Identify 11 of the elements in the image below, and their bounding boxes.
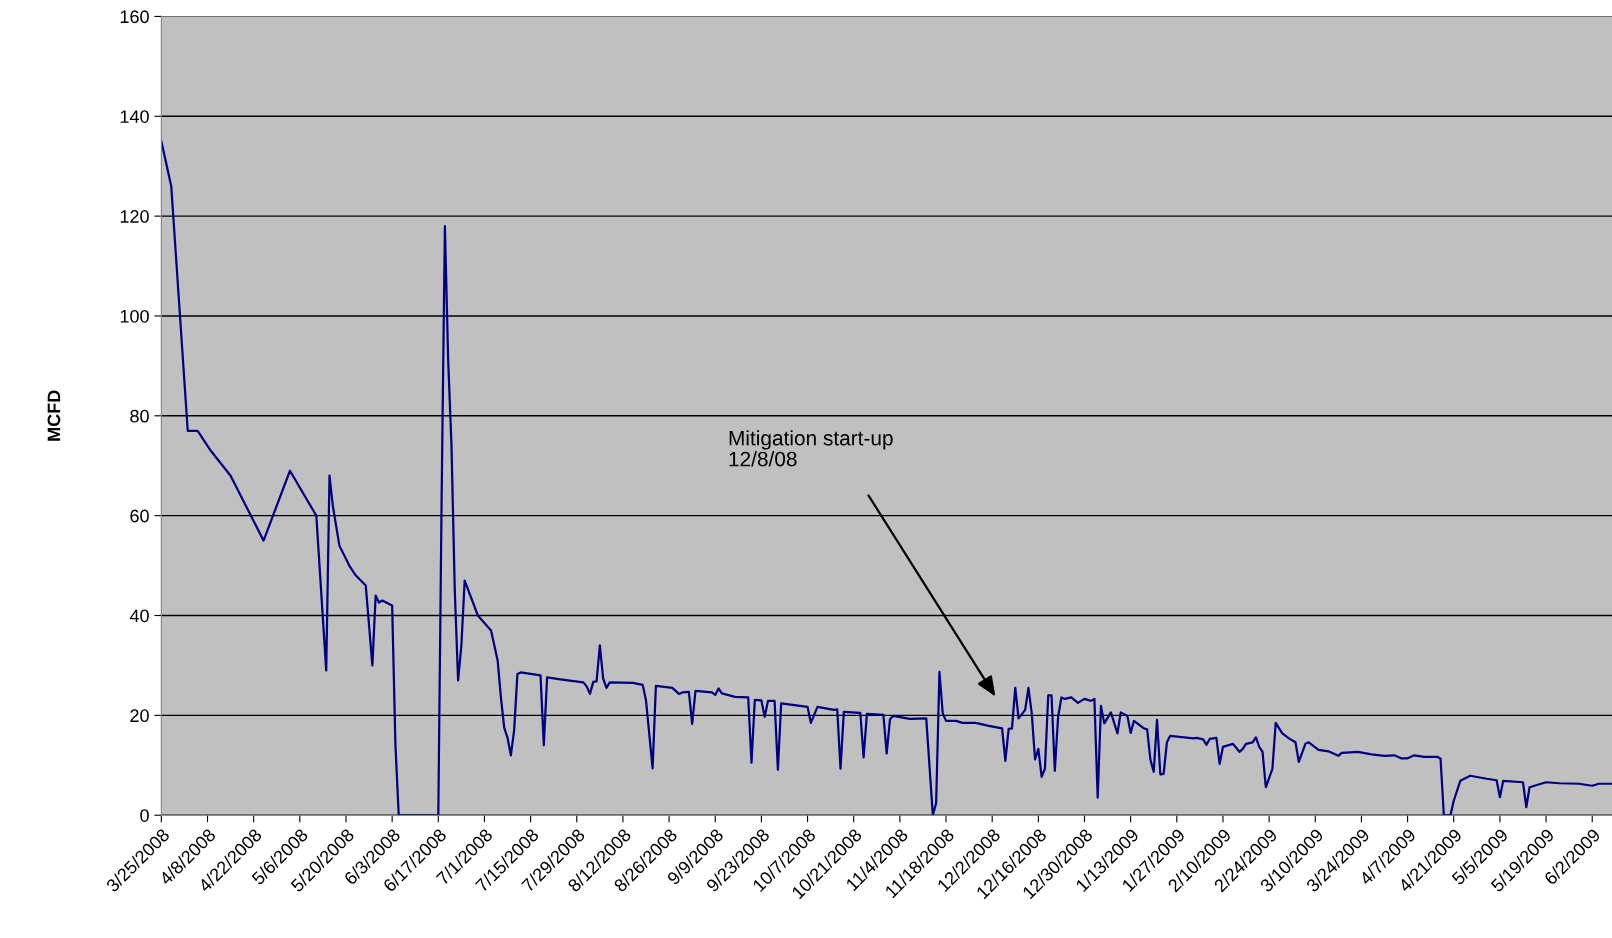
y-tick-label: 100 xyxy=(120,309,149,323)
annotation: Mitigation start-up 12/8/08 xyxy=(729,430,893,467)
y-tick-label: 20 xyxy=(130,709,149,723)
y-tick-label: 60 xyxy=(130,509,149,523)
y-tick-label: 160 xyxy=(120,10,149,24)
y-tick-label: 40 xyxy=(129,609,149,623)
y-tick-label: 80 xyxy=(130,409,149,423)
y-tick-label: 0 xyxy=(140,809,149,822)
y-tick-label: 140 xyxy=(120,110,149,123)
y-axis-title: MCFD xyxy=(47,390,61,441)
y-tick-label: 120 xyxy=(120,210,149,223)
